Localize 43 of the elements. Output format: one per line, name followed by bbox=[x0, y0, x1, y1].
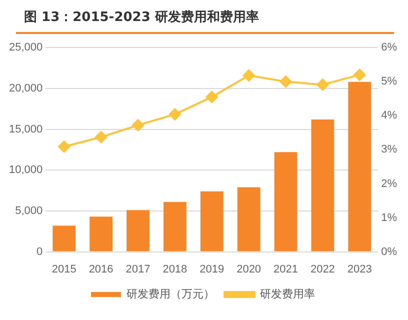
x-tick-label: 2021 bbox=[274, 263, 298, 276]
point bbox=[280, 76, 292, 88]
bar bbox=[274, 152, 298, 252]
y-tick-label: 25,000 bbox=[8, 42, 43, 54]
x-tick-label: 2023 bbox=[347, 263, 372, 276]
y2-tick-label: 4% bbox=[381, 110, 398, 122]
y2-tick-label: 3% bbox=[381, 144, 398, 156]
y-tick-label: 20,000 bbox=[8, 82, 43, 94]
point bbox=[132, 119, 144, 132]
legend-label: 研发费用（万元） bbox=[126, 287, 214, 300]
legend-label: 研发费用率 bbox=[260, 287, 315, 300]
bar bbox=[126, 210, 150, 252]
bar bbox=[90, 216, 113, 252]
point bbox=[168, 108, 181, 120]
y2-tick-label: 2% bbox=[381, 178, 398, 190]
x-tick-label: 2017 bbox=[126, 263, 150, 276]
x-tick-label: 2022 bbox=[310, 263, 335, 276]
chart-title: 图 13：2015-2023 研发费用和费用率 bbox=[23, 8, 260, 26]
bar bbox=[237, 187, 260, 252]
bar bbox=[348, 82, 372, 252]
bar bbox=[200, 191, 224, 252]
x-tick-label: 2019 bbox=[200, 263, 224, 276]
y-tick-label: 10,000 bbox=[8, 164, 43, 176]
y-tick-label: 0 bbox=[36, 246, 43, 258]
x-tick-label: 2018 bbox=[162, 263, 188, 276]
y2-tick-label: 1% bbox=[381, 212, 398, 224]
x-tick-label: 2020 bbox=[236, 263, 262, 276]
bar bbox=[52, 226, 76, 252]
point bbox=[58, 140, 70, 153]
point bbox=[354, 68, 366, 81]
point bbox=[95, 131, 108, 144]
point bbox=[206, 90, 218, 103]
y-tick-label: 15,000 bbox=[8, 123, 43, 136]
point bbox=[242, 70, 255, 82]
x-tick-label: 2016 bbox=[88, 263, 114, 276]
bar bbox=[163, 202, 186, 252]
bar bbox=[311, 119, 334, 252]
y2-tick-label: 5% bbox=[381, 76, 398, 88]
x-tick-label: 2015 bbox=[52, 263, 76, 276]
y2-tick-label: 0% bbox=[381, 246, 398, 258]
y-tick-label: 5,000 bbox=[15, 204, 43, 217]
y2-tick-label: 6% bbox=[381, 42, 398, 54]
point bbox=[316, 78, 329, 91]
